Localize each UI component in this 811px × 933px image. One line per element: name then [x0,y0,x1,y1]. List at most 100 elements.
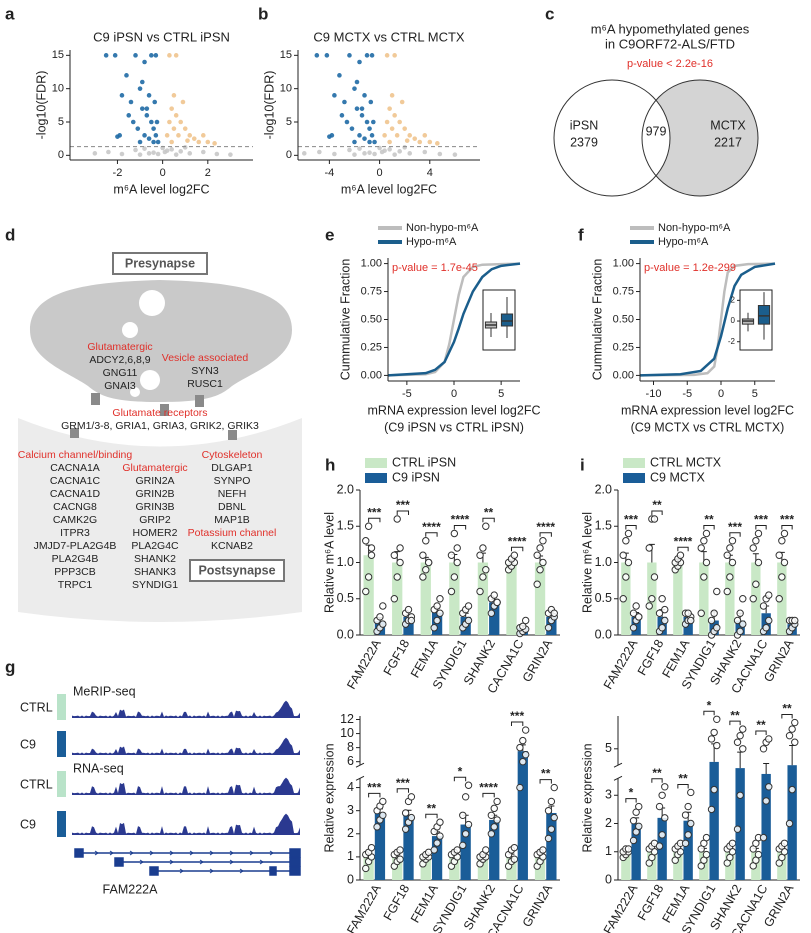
y-tick-label: 0 [286,149,292,161]
gene-label: ADCY2,6,8,9 [89,354,150,366]
gene-label: SHANK3 [134,566,176,578]
data-point [387,106,392,111]
data-point [369,133,375,138]
data-point [723,551,731,559]
significance-label: ** [484,505,494,519]
gene-label: FAM222A [103,882,159,896]
group-heading: Glutamatergic [122,462,187,474]
significance-bracket [368,792,381,798]
vesicle [130,387,140,397]
gene-label: RUSC1 [187,378,223,390]
gene-label: MAP1B [214,514,250,526]
bar [673,562,683,635]
data-point [707,805,716,814]
data-point [702,833,711,842]
data-point [624,558,633,567]
y-tick-label: 0.0 [595,627,612,641]
legend-swatch [365,458,387,468]
data-point [726,544,734,552]
data-point [759,745,768,753]
data-point [135,126,141,131]
data-point [379,797,387,806]
data-point [171,93,177,98]
data-point [687,819,695,828]
data-point [476,587,484,596]
gene-label: CACNG8 [53,501,97,513]
data-point [785,731,794,740]
significance-bracket [625,525,637,530]
data-point [733,825,742,833]
significance-bracket [625,798,637,803]
data-point [461,793,470,801]
gene-label: GRIP2 [139,514,171,526]
data-point [228,152,233,157]
data-point [661,616,669,625]
significance-bracket [510,546,524,552]
data-point [684,609,692,617]
track-condition: CTRL [20,700,53,714]
data-point [476,551,484,559]
x-axis-label: (C9 MCTX vs CTRL MCTX) [631,420,785,434]
data-point [152,99,158,105]
data-point [379,620,387,628]
y-tick-label: 0 [347,872,354,886]
y-tick-label: 5 [286,116,292,128]
receptor [228,430,237,440]
bar [725,562,735,635]
assay-label: RNA-seq [73,761,124,775]
data-point [362,136,367,141]
receptor [160,404,169,416]
legend-label: C9 iPSN [392,470,440,484]
data-point [464,781,473,789]
data-point [635,613,643,621]
significance-label: ** [427,801,437,815]
gene-label: CAMK2G [53,514,97,526]
ecdf-line [387,262,521,377]
bar [489,819,500,880]
gene-label: GRIN2A [135,475,174,487]
significance-bracket [781,714,793,719]
data-point [392,113,397,118]
y-tick-label: 8 [347,740,354,754]
significance-label: **** [536,520,555,534]
y-tick-label: 0.50 [361,313,382,325]
data-point [364,573,373,581]
bar [683,820,693,880]
significance-bracket [729,532,741,537]
data-point [151,126,156,131]
data-point [139,106,145,111]
data-point [354,106,360,111]
y-tick-label: 10 [52,83,64,95]
significance-label: * [458,764,463,778]
data-point [436,595,444,603]
data-point [182,126,188,131]
bar [534,562,546,635]
significance-label: ** [652,498,662,512]
significance-bracket [755,730,767,735]
data-point [519,622,527,630]
data-point [151,139,156,145]
data-point [739,620,747,628]
data-point [739,725,747,733]
data-point [130,119,136,125]
data-point [164,133,170,138]
data-point [780,839,789,847]
group-heading: Glutamate receptors [112,407,207,419]
significance-label: *** [754,513,768,527]
y-tick-label: 1.0 [337,555,354,569]
significance-bracket [396,788,410,793]
data-point [422,566,430,574]
data-point [182,145,188,150]
data-point [516,783,524,792]
data-point [754,558,763,567]
data-point [362,151,367,156]
data-point [754,529,763,538]
data-point [700,537,708,545]
data-point [362,864,370,873]
data-point [459,811,467,819]
data-point [373,823,381,831]
data-point [516,743,524,752]
data-point [352,139,357,145]
y-tick-label: 15 [52,49,64,61]
data-point [187,151,193,156]
